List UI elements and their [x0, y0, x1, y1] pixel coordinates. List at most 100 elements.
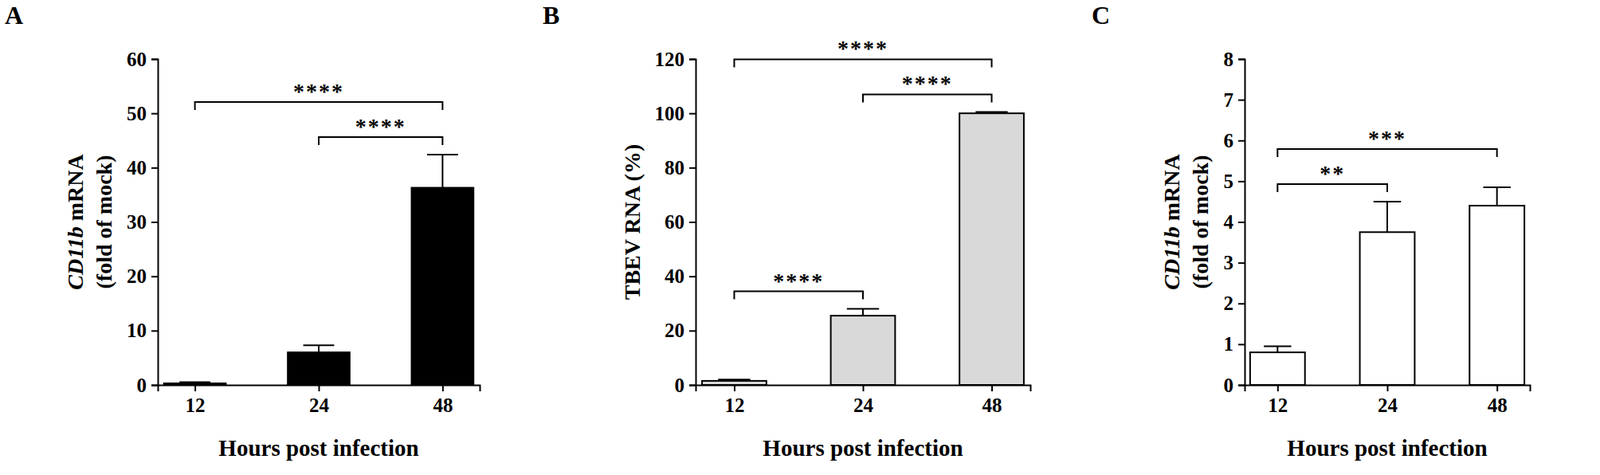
y-axis: 020406080100120	[654, 48, 697, 397]
y-tick-mark	[1238, 302, 1245, 305]
x-axis: 122448	[1245, 384, 1531, 416]
x-tick-mark	[862, 384, 865, 392]
y-axis: 012345678	[1223, 48, 1246, 397]
y-tick-label: 40	[664, 265, 685, 287]
y-tick-mark	[151, 113, 158, 115]
y-axis-title: (fold of mock)	[1188, 155, 1213, 290]
plot-area	[1250, 187, 1525, 385]
y-tick-mark	[151, 58, 158, 61]
y-tick: 8	[1223, 48, 1246, 71]
x-tick: 12	[185, 384, 206, 416]
y-tick-label: 50	[126, 102, 147, 125]
bar	[959, 113, 1024, 385]
error-bar-cap	[1373, 200, 1401, 203]
error-bar	[303, 345, 335, 353]
y-tick-mark	[1238, 99, 1245, 102]
bar	[287, 352, 350, 385]
y-tick: 4	[1223, 211, 1246, 233]
y-tick-label: 0	[674, 374, 686, 397]
significance-bracket: **	[1277, 160, 1388, 193]
y-tick-label: 30	[126, 211, 147, 233]
x-tick-mark	[1277, 384, 1279, 392]
x-tick-label: 48	[432, 394, 453, 416]
x-tick-label: 12	[724, 394, 745, 416]
panel: 0102030405060122448Hours post infectionC…	[4, 0, 481, 461]
x-tick-label: 24	[1377, 394, 1399, 416]
y-tick-mark	[689, 167, 696, 169]
y-tick-label: 2	[1223, 292, 1235, 314]
y-tick-mark	[151, 275, 158, 278]
error-bar	[975, 111, 1008, 114]
error-bar	[179, 382, 211, 384]
bar	[831, 315, 896, 385]
x-tick: 24	[309, 384, 330, 416]
y-axis-title-part: mRNA	[1159, 153, 1185, 228]
error-bar-cap	[179, 381, 211, 384]
error-bar	[1482, 187, 1510, 206]
x-axis-line	[1245, 385, 1531, 393]
y-tick-mark	[1238, 221, 1245, 224]
y-axis-line	[151, 59, 159, 386]
x-tick-label: 24	[309, 394, 330, 416]
y-tick-label: 10	[126, 319, 147, 342]
x-tick-label: 12	[185, 394, 206, 416]
significance-label: ****	[355, 113, 407, 139]
y-tick-mark	[689, 113, 696, 115]
x-tick-mark	[442, 384, 444, 392]
y-tick-mark	[151, 167, 158, 169]
x-tick-mark	[194, 384, 197, 392]
error-bar-cap	[847, 308, 879, 310]
significance-label: ****	[293, 78, 345, 104]
y-tick: 0	[137, 374, 159, 397]
y-axis-line	[1238, 59, 1246, 386]
x-tick: 48	[432, 384, 453, 416]
x-tick: 24	[1377, 384, 1399, 416]
x-axis-title: Hours post infection	[1286, 435, 1487, 461]
y-tick: 80	[664, 156, 696, 179]
y-tick-label: 0	[137, 374, 148, 397]
y-tick: 60	[126, 48, 158, 71]
y-axis-title-part: mRNA	[62, 153, 88, 228]
significance-label: ****	[772, 268, 824, 294]
error-bar	[717, 379, 750, 381]
y-tick: 10	[126, 319, 158, 342]
significance-label: **	[1319, 160, 1346, 186]
panel-label: C	[1091, 0, 1110, 30]
y-axis-title: TBEV RNA (%)	[619, 144, 645, 301]
y-tick: 3	[1223, 251, 1246, 274]
y-tick: 6	[1223, 129, 1246, 152]
significance-bracket: ****	[195, 78, 444, 110]
y-tick-label: 60	[126, 48, 147, 71]
panel-label: B	[542, 0, 560, 30]
bar	[701, 380, 767, 385]
y-axis-title-part: (fold of mock)	[91, 155, 117, 290]
error-bar-cap	[303, 344, 335, 346]
y-tick: 60	[664, 211, 696, 233]
x-tick-mark	[991, 384, 993, 392]
y-tick-mark	[689, 221, 696, 224]
y-tick-label: 3	[1223, 251, 1235, 274]
error-bar-stem	[1496, 187, 1499, 206]
x-tick: 48	[982, 384, 1003, 416]
y-axis-title: CD11b mRNA	[62, 153, 88, 291]
x-axis: 12 24 48	[696, 384, 1032, 416]
y-tick-label: 8	[1223, 48, 1235, 71]
x-tick-label: 48	[982, 394, 1003, 416]
significance-bracket: ****	[862, 70, 993, 102]
y-tick-mark	[689, 384, 696, 387]
error-bar-cap	[975, 110, 1008, 113]
y-tick-mark	[689, 329, 696, 332]
plot-area	[164, 154, 474, 385]
y-tick-mark	[1238, 58, 1245, 61]
y-axis-title: (fold of mock)	[91, 155, 117, 290]
significance-bracket: ****	[733, 35, 992, 67]
y-tick-mark	[151, 221, 158, 224]
panel-label: A	[4, 0, 24, 30]
y-tick-label: 20	[664, 319, 685, 342]
x-axis-line	[158, 385, 481, 393]
y-tick-label: 60	[664, 211, 685, 233]
y-tick: 40	[126, 156, 158, 179]
y-tick-mark	[1238, 262, 1245, 264]
y-tick: 20	[126, 265, 158, 287]
x-tick: 24	[853, 384, 875, 416]
